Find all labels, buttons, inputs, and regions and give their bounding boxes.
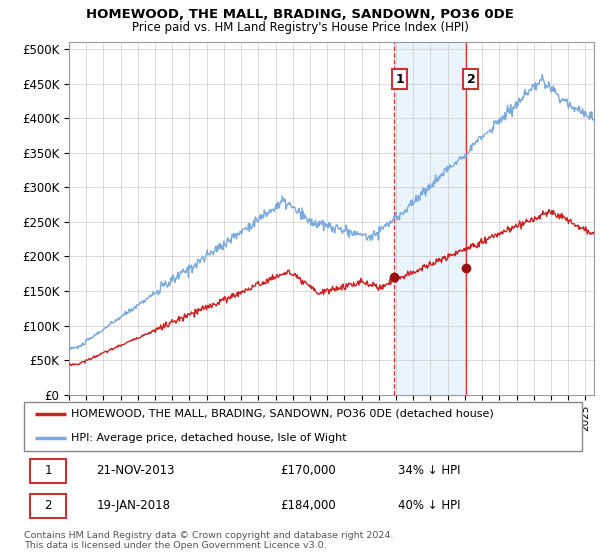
Text: £184,000: £184,000 — [281, 500, 337, 512]
Text: 2: 2 — [44, 500, 52, 512]
Text: 40% ↓ HPI: 40% ↓ HPI — [398, 500, 460, 512]
Text: 34% ↓ HPI: 34% ↓ HPI — [398, 464, 460, 477]
Text: HOMEWOOD, THE MALL, BRADING, SANDOWN, PO36 0DE: HOMEWOOD, THE MALL, BRADING, SANDOWN, PO… — [86, 8, 514, 21]
Text: 1: 1 — [395, 73, 404, 86]
Text: HOMEWOOD, THE MALL, BRADING, SANDOWN, PO36 0DE (detached house): HOMEWOOD, THE MALL, BRADING, SANDOWN, PO… — [71, 409, 494, 419]
Text: 21-NOV-2013: 21-NOV-2013 — [97, 464, 175, 477]
Text: Price paid vs. HM Land Registry's House Price Index (HPI): Price paid vs. HM Land Registry's House … — [131, 21, 469, 34]
Bar — [29, 459, 66, 483]
Text: 1: 1 — [44, 464, 52, 477]
Text: £170,000: £170,000 — [281, 464, 337, 477]
Bar — [394, 42, 466, 395]
Text: HPI: Average price, detached house, Isle of Wight: HPI: Average price, detached house, Isle… — [71, 433, 347, 444]
Text: 2: 2 — [467, 73, 475, 86]
Bar — [29, 493, 66, 518]
Text: 19-JAN-2018: 19-JAN-2018 — [97, 500, 170, 512]
Text: Contains HM Land Registry data © Crown copyright and database right 2024.
This d: Contains HM Land Registry data © Crown c… — [24, 531, 394, 550]
